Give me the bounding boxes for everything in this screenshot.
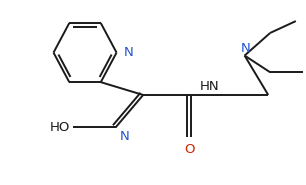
Text: N: N bbox=[241, 42, 251, 55]
Text: O: O bbox=[184, 143, 195, 156]
Text: HO: HO bbox=[50, 121, 70, 134]
Text: N: N bbox=[120, 130, 129, 143]
Text: HN: HN bbox=[200, 80, 219, 93]
Text: N: N bbox=[123, 46, 133, 59]
